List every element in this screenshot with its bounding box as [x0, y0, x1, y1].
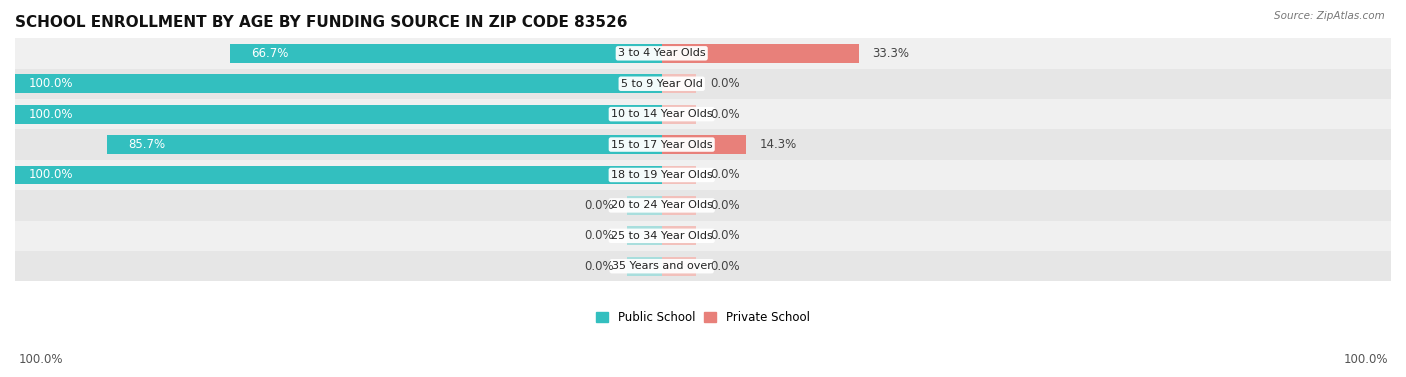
Text: 15 to 17 Year Olds: 15 to 17 Year Olds: [612, 139, 713, 150]
Bar: [15, 166, 662, 184]
Bar: [15, 160, 1391, 190]
Bar: [662, 105, 696, 124]
Bar: [15, 105, 662, 124]
Bar: [15, 69, 1391, 99]
Text: 0.0%: 0.0%: [583, 229, 613, 242]
Text: 33.3%: 33.3%: [873, 47, 910, 60]
Text: 35 Years and over: 35 Years and over: [612, 261, 711, 271]
Text: 100.0%: 100.0%: [28, 108, 73, 121]
Bar: [627, 226, 662, 245]
Bar: [662, 166, 696, 184]
Text: 100.0%: 100.0%: [28, 77, 73, 90]
Text: 3 to 4 Year Olds: 3 to 4 Year Olds: [617, 48, 706, 58]
Bar: [662, 196, 696, 215]
Text: 0.0%: 0.0%: [710, 77, 740, 90]
Bar: [662, 226, 696, 245]
Bar: [15, 38, 1391, 69]
Text: 10 to 14 Year Olds: 10 to 14 Year Olds: [612, 109, 713, 119]
Text: 25 to 34 Year Olds: 25 to 34 Year Olds: [610, 231, 713, 241]
Text: 20 to 24 Year Olds: 20 to 24 Year Olds: [610, 201, 713, 210]
Text: 0.0%: 0.0%: [710, 169, 740, 181]
Bar: [15, 74, 662, 93]
Bar: [627, 196, 662, 215]
Text: Source: ZipAtlas.com: Source: ZipAtlas.com: [1274, 11, 1385, 21]
Text: 18 to 19 Year Olds: 18 to 19 Year Olds: [610, 170, 713, 180]
Text: 100.0%: 100.0%: [1343, 353, 1388, 366]
Text: 0.0%: 0.0%: [710, 108, 740, 121]
Bar: [107, 135, 662, 154]
Bar: [15, 251, 1391, 281]
Bar: [15, 99, 1391, 129]
Bar: [231, 44, 662, 63]
Legend: Public School, Private School: Public School, Private School: [592, 307, 814, 329]
Bar: [15, 221, 1391, 251]
Bar: [627, 257, 662, 276]
Text: 0.0%: 0.0%: [583, 260, 613, 273]
Bar: [662, 257, 696, 276]
Text: 0.0%: 0.0%: [710, 199, 740, 212]
Bar: [662, 135, 747, 154]
Bar: [15, 190, 1391, 221]
Text: 14.3%: 14.3%: [761, 138, 797, 151]
Text: SCHOOL ENROLLMENT BY AGE BY FUNDING SOURCE IN ZIP CODE 83526: SCHOOL ENROLLMENT BY AGE BY FUNDING SOUR…: [15, 15, 627, 30]
Text: 0.0%: 0.0%: [710, 260, 740, 273]
Text: 0.0%: 0.0%: [710, 229, 740, 242]
Text: 0.0%: 0.0%: [583, 199, 613, 212]
Bar: [662, 74, 696, 93]
Bar: [662, 44, 859, 63]
Text: 85.7%: 85.7%: [128, 138, 166, 151]
Bar: [15, 129, 1391, 160]
Text: 100.0%: 100.0%: [18, 353, 63, 366]
Text: 100.0%: 100.0%: [28, 169, 73, 181]
Text: 5 to 9 Year Old: 5 to 9 Year Old: [621, 79, 703, 89]
Text: 66.7%: 66.7%: [252, 47, 288, 60]
